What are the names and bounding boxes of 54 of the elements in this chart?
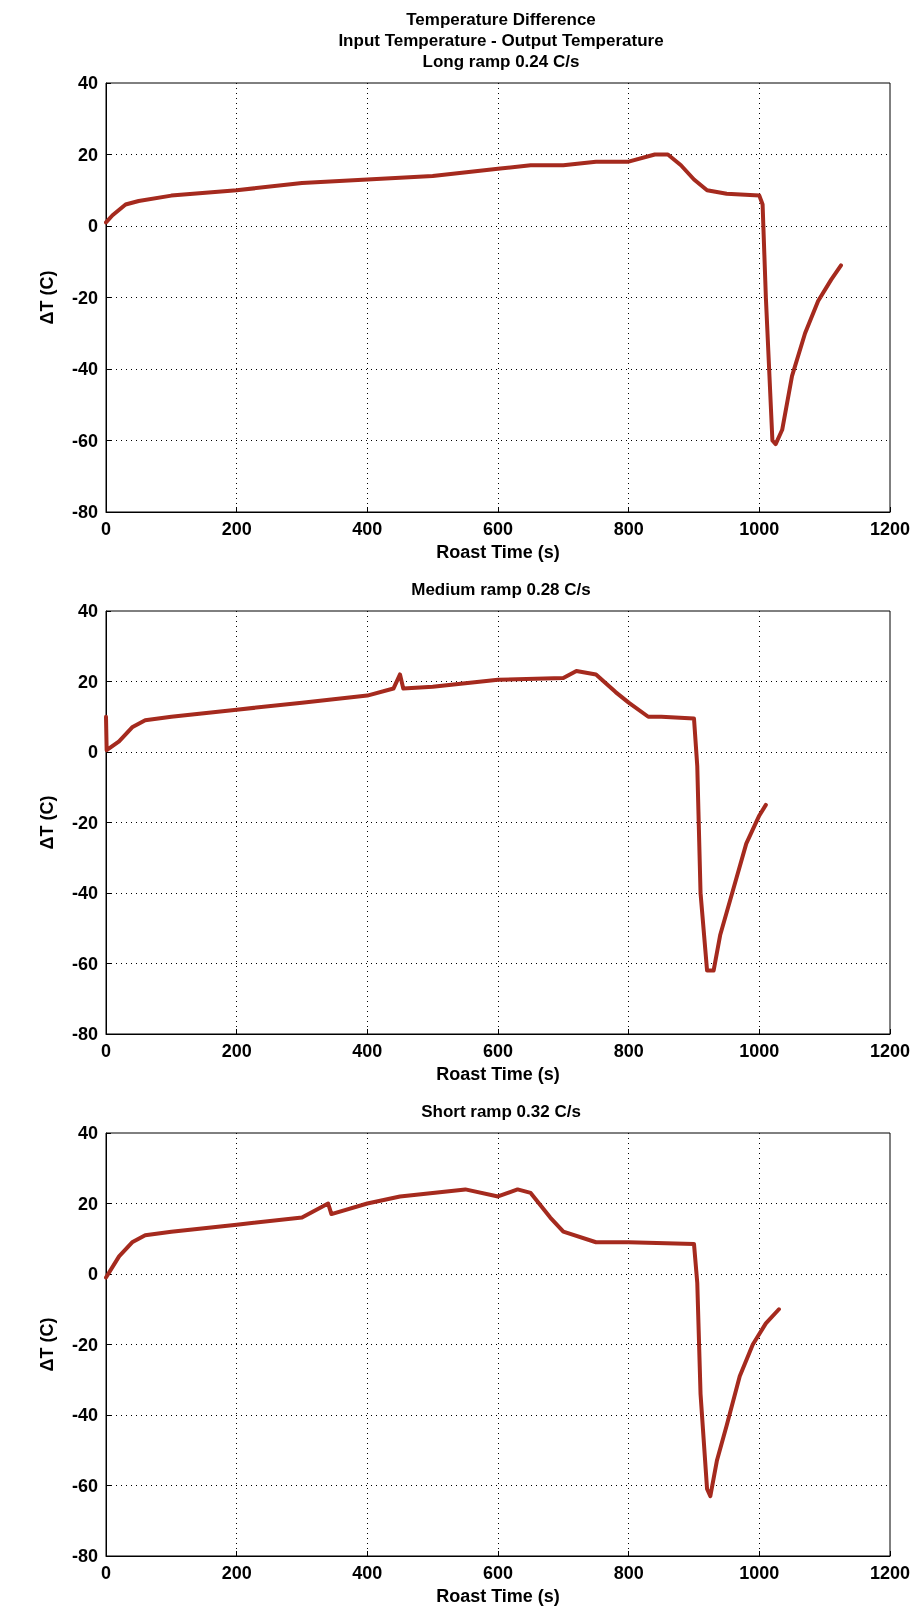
y-tick-label: 20 <box>77 671 98 692</box>
x-tick-label: 400 <box>352 519 383 539</box>
y-tick-label: -40 <box>71 883 98 903</box>
y-axis-title: ΔT (C) <box>37 795 57 850</box>
x-tick-label: 600 <box>482 1041 514 1061</box>
x-tick-label: 1000 <box>739 1041 780 1061</box>
line-series <box>104 1187 781 1499</box>
line-series <box>104 668 768 973</box>
x-tick-label: 0 <box>100 519 112 539</box>
y-tick-label: 0 <box>87 1264 98 1284</box>
y-tick-label: 0 <box>87 216 98 236</box>
x-axis-title: Roast Time (s) <box>436 1063 560 1084</box>
y-tick-label: -40 <box>71 1405 98 1425</box>
y-tick-label: -40 <box>71 359 98 379</box>
y-tick-label: -20 <box>71 812 98 833</box>
x-tick-label: 200 <box>221 1563 252 1583</box>
x-tick-label: 800 <box>613 1041 644 1061</box>
y-tick-label: -80 <box>71 1546 98 1566</box>
y-tick-label: 40 <box>77 601 98 621</box>
y-tick-label: 0 <box>87 742 98 762</box>
x-tick-label: 200 <box>221 1041 252 1061</box>
y-axis-title: ΔT (C) <box>37 270 57 325</box>
chart-title: Medium ramp 0.28 C/s <box>411 580 591 599</box>
chart-title: Short ramp 0.32 C/s <box>421 1102 581 1121</box>
chart-title: Temperature Difference Input Temperature - Output Temperature Long ramp 0.24 C/s <box>338 10 664 71</box>
x-tick-label: 600 <box>482 519 514 539</box>
y-tick-label: -80 <box>71 1024 98 1044</box>
y-tick-label: -60 <box>71 953 98 974</box>
y-tick-label: 40 <box>77 73 98 93</box>
x-tick-label: 800 <box>613 519 644 539</box>
x-tick-label: 800 <box>613 1563 644 1583</box>
x-tick-label: 1200 <box>869 1041 911 1061</box>
y-tick-label: -20 <box>71 287 98 308</box>
y-tick-label: -80 <box>71 502 98 522</box>
x-axis-title: Roast Time (s) <box>436 1585 560 1606</box>
x-tick-label: 200 <box>221 519 252 539</box>
y-axis-title: ΔT (C) <box>37 1317 57 1372</box>
line-series <box>104 152 843 447</box>
x-tick-label: 0 <box>100 1041 112 1061</box>
y-tick-label: 20 <box>77 144 98 165</box>
x-tick-label: 1000 <box>739 519 780 539</box>
x-tick-label: 0 <box>100 1563 112 1583</box>
x-tick-label: 600 <box>482 1563 514 1583</box>
y-tick-label: -60 <box>71 430 98 451</box>
y-tick-label: 40 <box>77 1123 98 1143</box>
y-tick-label: -60 <box>71 1475 98 1496</box>
x-tick-label: 1000 <box>739 1563 780 1583</box>
x-axis-title: Roast Time (s) <box>436 541 560 562</box>
x-tick-label: 400 <box>352 1041 383 1061</box>
x-tick-label: 1200 <box>869 1563 911 1583</box>
y-tick-label: 20 <box>77 1193 98 1214</box>
x-tick-label: 400 <box>352 1563 383 1583</box>
y-tick-label: -20 <box>71 1334 98 1355</box>
x-tick-label: 1200 <box>869 519 911 539</box>
